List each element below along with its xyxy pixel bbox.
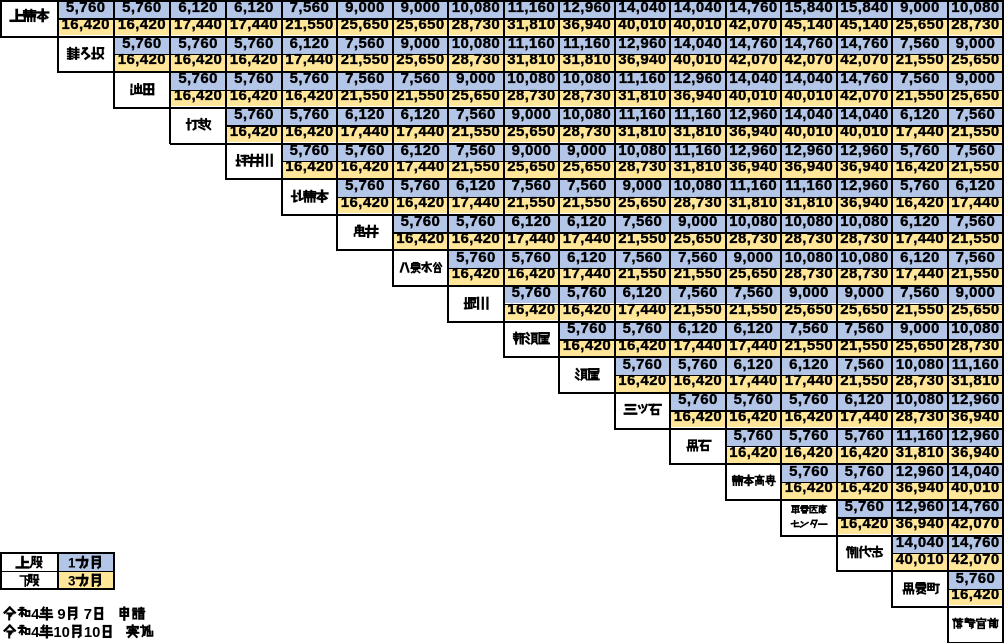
svg-text:0: 0	[92, 625, 100, 641]
svg-text:1: 1	[84, 625, 92, 641]
svg-text:4: 4	[31, 607, 40, 623]
svg-text:9: 9	[57, 607, 65, 623]
svg-text:0: 0	[62, 625, 70, 641]
svg-text:1: 1	[68, 555, 76, 570]
svg-text:7: 7	[84, 607, 92, 623]
svg-text:1: 1	[53, 625, 61, 641]
svg-text:3: 3	[68, 573, 75, 588]
svg-text:4: 4	[31, 625, 40, 641]
